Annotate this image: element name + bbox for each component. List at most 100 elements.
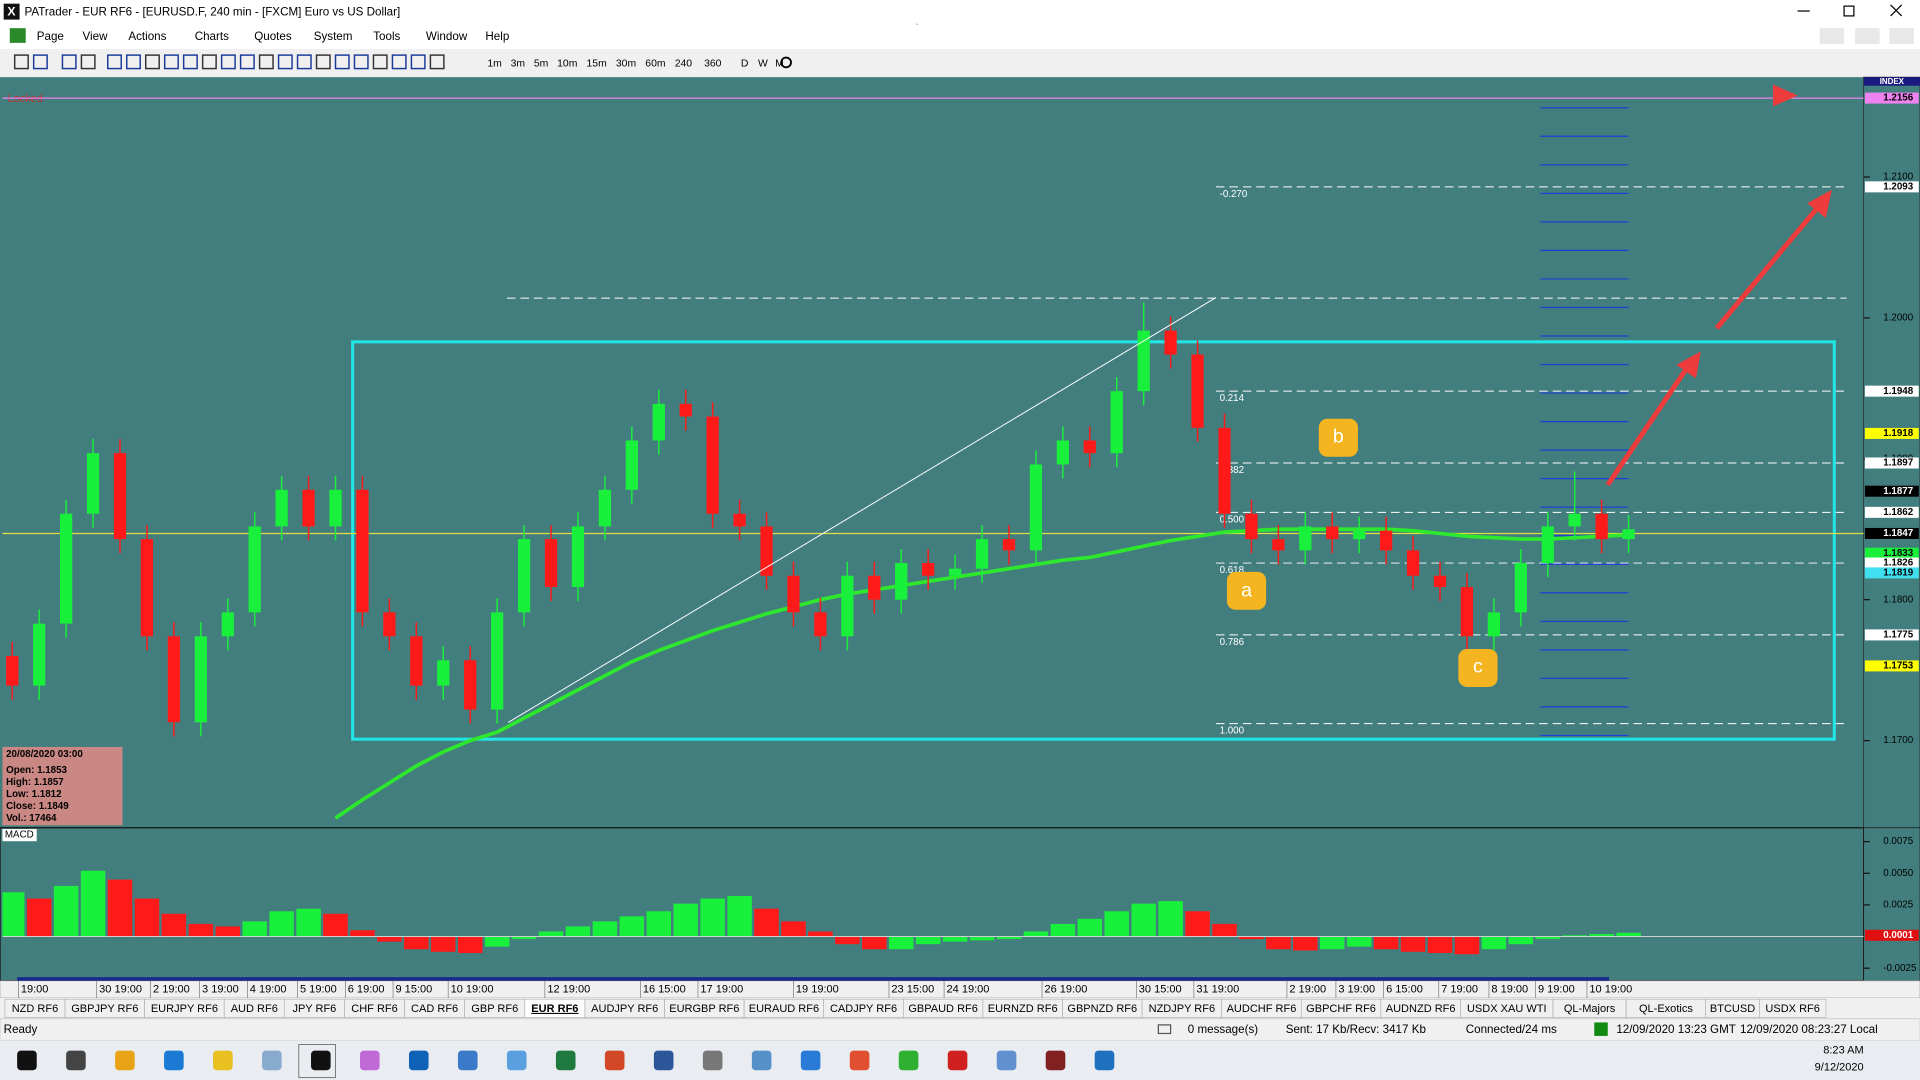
taskbar-icon[interactable] [849, 1050, 870, 1071]
tab-label[interactable]: QL-Exotics [1639, 1003, 1693, 1015]
tab[interactable] [1759, 998, 1827, 1018]
tool-button[interactable] [107, 54, 122, 70]
tool-button[interactable] [220, 54, 236, 70]
tool-button[interactable] [391, 54, 407, 70]
tab-label[interactable]: USDX XAU WTI [1467, 1003, 1547, 1015]
tab-label[interactable]: QL-Majors [1564, 1003, 1616, 1015]
tab-label[interactable]: EURGBP RF6 [669, 1003, 739, 1015]
timeframe-button[interactable]: 1m [487, 58, 501, 69]
tab-label[interactable]: EUR RF6 [531, 1003, 578, 1015]
tool-button[interactable] [315, 54, 331, 70]
taskbar-icon[interactable] [115, 1050, 135, 1071]
timeframe-button[interactable]: 15m [587, 58, 607, 69]
tool-button[interactable] [163, 54, 179, 70]
menu-item[interactable]: Help [485, 30, 509, 43]
menu-item[interactable]: Charts [195, 30, 229, 43]
tab-label[interactable]: AUDNZD RF6 [1386, 1003, 1456, 1015]
taskbar-icon[interactable] [164, 1050, 184, 1071]
tool-button[interactable] [239, 54, 255, 70]
tool-button[interactable] [277, 54, 293, 70]
tab-label[interactable]: NZDJPY RF6 [1149, 1003, 1216, 1015]
timeframe-button[interactable]: 10m [557, 58, 577, 69]
taskbar-icon[interactable] [555, 1050, 576, 1071]
tab-label[interactable]: GBP RF6 [471, 1003, 518, 1015]
timeframe-button[interactable]: 5m [534, 58, 548, 69]
tab-label[interactable]: CAD RF6 [411, 1003, 458, 1015]
menu-item[interactable]: View [83, 30, 109, 43]
menu-item[interactable]: Quotes [254, 30, 292, 43]
tool-button[interactable] [80, 54, 96, 70]
tool-button[interactable] [353, 54, 369, 70]
tab-label[interactable]: GBPCHF RF6 [1306, 1003, 1376, 1015]
tool-button[interactable] [201, 54, 217, 70]
tool-button[interactable] [429, 54, 445, 70]
tab-label[interactable]: USDX RF6 [1765, 1003, 1819, 1015]
clock-button[interactable] [780, 56, 792, 69]
tab-label[interactable]: GBPJPY RF6 [71, 1003, 138, 1015]
restore-button[interactable] [1843, 5, 1855, 17]
taskbar-icon[interactable] [898, 1050, 919, 1071]
timeframe-button[interactable]: 360 [704, 58, 722, 69]
tool-button[interactable] [296, 54, 312, 70]
timeframe-button[interactable]: W [758, 58, 768, 69]
timeframe-button[interactable]: D [741, 58, 749, 69]
mdi-close[interactable] [1889, 28, 1914, 45]
tool-button[interactable] [182, 54, 198, 70]
tool-button[interactable] [334, 54, 350, 70]
taskbar-icon[interactable] [604, 1050, 625, 1071]
tab-label[interactable]: GBPNZD RF6 [1067, 1003, 1137, 1015]
taskbar-icon[interactable] [947, 1050, 968, 1071]
tab-label[interactable]: CHF RF6 [351, 1003, 398, 1015]
taskbar-icon[interactable] [311, 1050, 331, 1071]
taskbar-icon[interactable] [360, 1050, 380, 1071]
taskbar-icon[interactable] [702, 1050, 723, 1071]
tool-button[interactable] [258, 54, 274, 70]
timeframe-button[interactable]: 240 [675, 58, 693, 69]
tool-button[interactable] [372, 54, 388, 70]
taskbar-icon[interactable] [262, 1050, 282, 1071]
menu-item[interactable]: Actions [128, 30, 166, 43]
macd-bar [296, 908, 321, 937]
taskbar-icon[interactable] [800, 1050, 821, 1071]
timeframe-button[interactable]: 3m [511, 58, 525, 69]
tab-label[interactable]: NZD RF6 [12, 1003, 59, 1015]
menu-item[interactable]: Window [426, 30, 468, 43]
mdi-minimize[interactable] [1819, 28, 1845, 45]
taskbar-icon[interactable] [408, 1050, 429, 1071]
tab-label[interactable]: AUDJPY RF6 [591, 1003, 658, 1015]
tool-button[interactable] [410, 54, 426, 70]
taskbar-icon[interactable] [17, 1050, 37, 1071]
macd-bar [727, 896, 752, 937]
timeframe-button[interactable]: 30m [616, 58, 636, 69]
menu-item[interactable]: Tools [373, 30, 400, 43]
taskbar-icon[interactable] [506, 1050, 527, 1071]
tab-label[interactable]: EURAUD RF6 [749, 1003, 819, 1015]
tool-button[interactable] [13, 54, 29, 70]
tab-label[interactable]: CADJPY RF6 [830, 1003, 897, 1015]
tab-label[interactable]: AUDCHF RF6 [1227, 1003, 1297, 1015]
tool-button[interactable] [61, 54, 77, 70]
taskbar-icon[interactable] [1094, 1050, 1115, 1071]
taskbar-icon[interactable] [1045, 1050, 1066, 1071]
tab-label[interactable]: BTCUSD [1710, 1003, 1755, 1015]
tab-label[interactable]: JPY RF6 [292, 1003, 336, 1015]
menu-item[interactable]: System [314, 30, 353, 43]
taskbar-icon[interactable] [751, 1050, 772, 1071]
close-button[interactable] [1890, 4, 1903, 17]
tool-button[interactable] [144, 54, 160, 70]
tab-label[interactable]: AUD RF6 [231, 1003, 278, 1015]
tab-label[interactable]: EURJPY RF6 [151, 1003, 218, 1015]
tool-button[interactable] [32, 54, 48, 70]
taskbar-icon[interactable] [213, 1050, 233, 1071]
taskbar-icon[interactable] [457, 1050, 478, 1071]
menu-item[interactable]: Page [37, 30, 64, 43]
mdi-restore[interactable] [1855, 28, 1880, 45]
timeframe-button[interactable]: 60m [645, 58, 665, 69]
taskbar-icon[interactable] [653, 1050, 674, 1071]
taskbar-icon[interactable] [996, 1050, 1017, 1071]
tool-button[interactable] [126, 54, 141, 70]
tab-label[interactable]: GBPAUD RF6 [908, 1003, 978, 1015]
timeframe-button[interactable]: M [775, 58, 784, 69]
tab-label[interactable]: EURNZD RF6 [988, 1003, 1058, 1015]
taskbar-icon[interactable] [66, 1050, 86, 1071]
